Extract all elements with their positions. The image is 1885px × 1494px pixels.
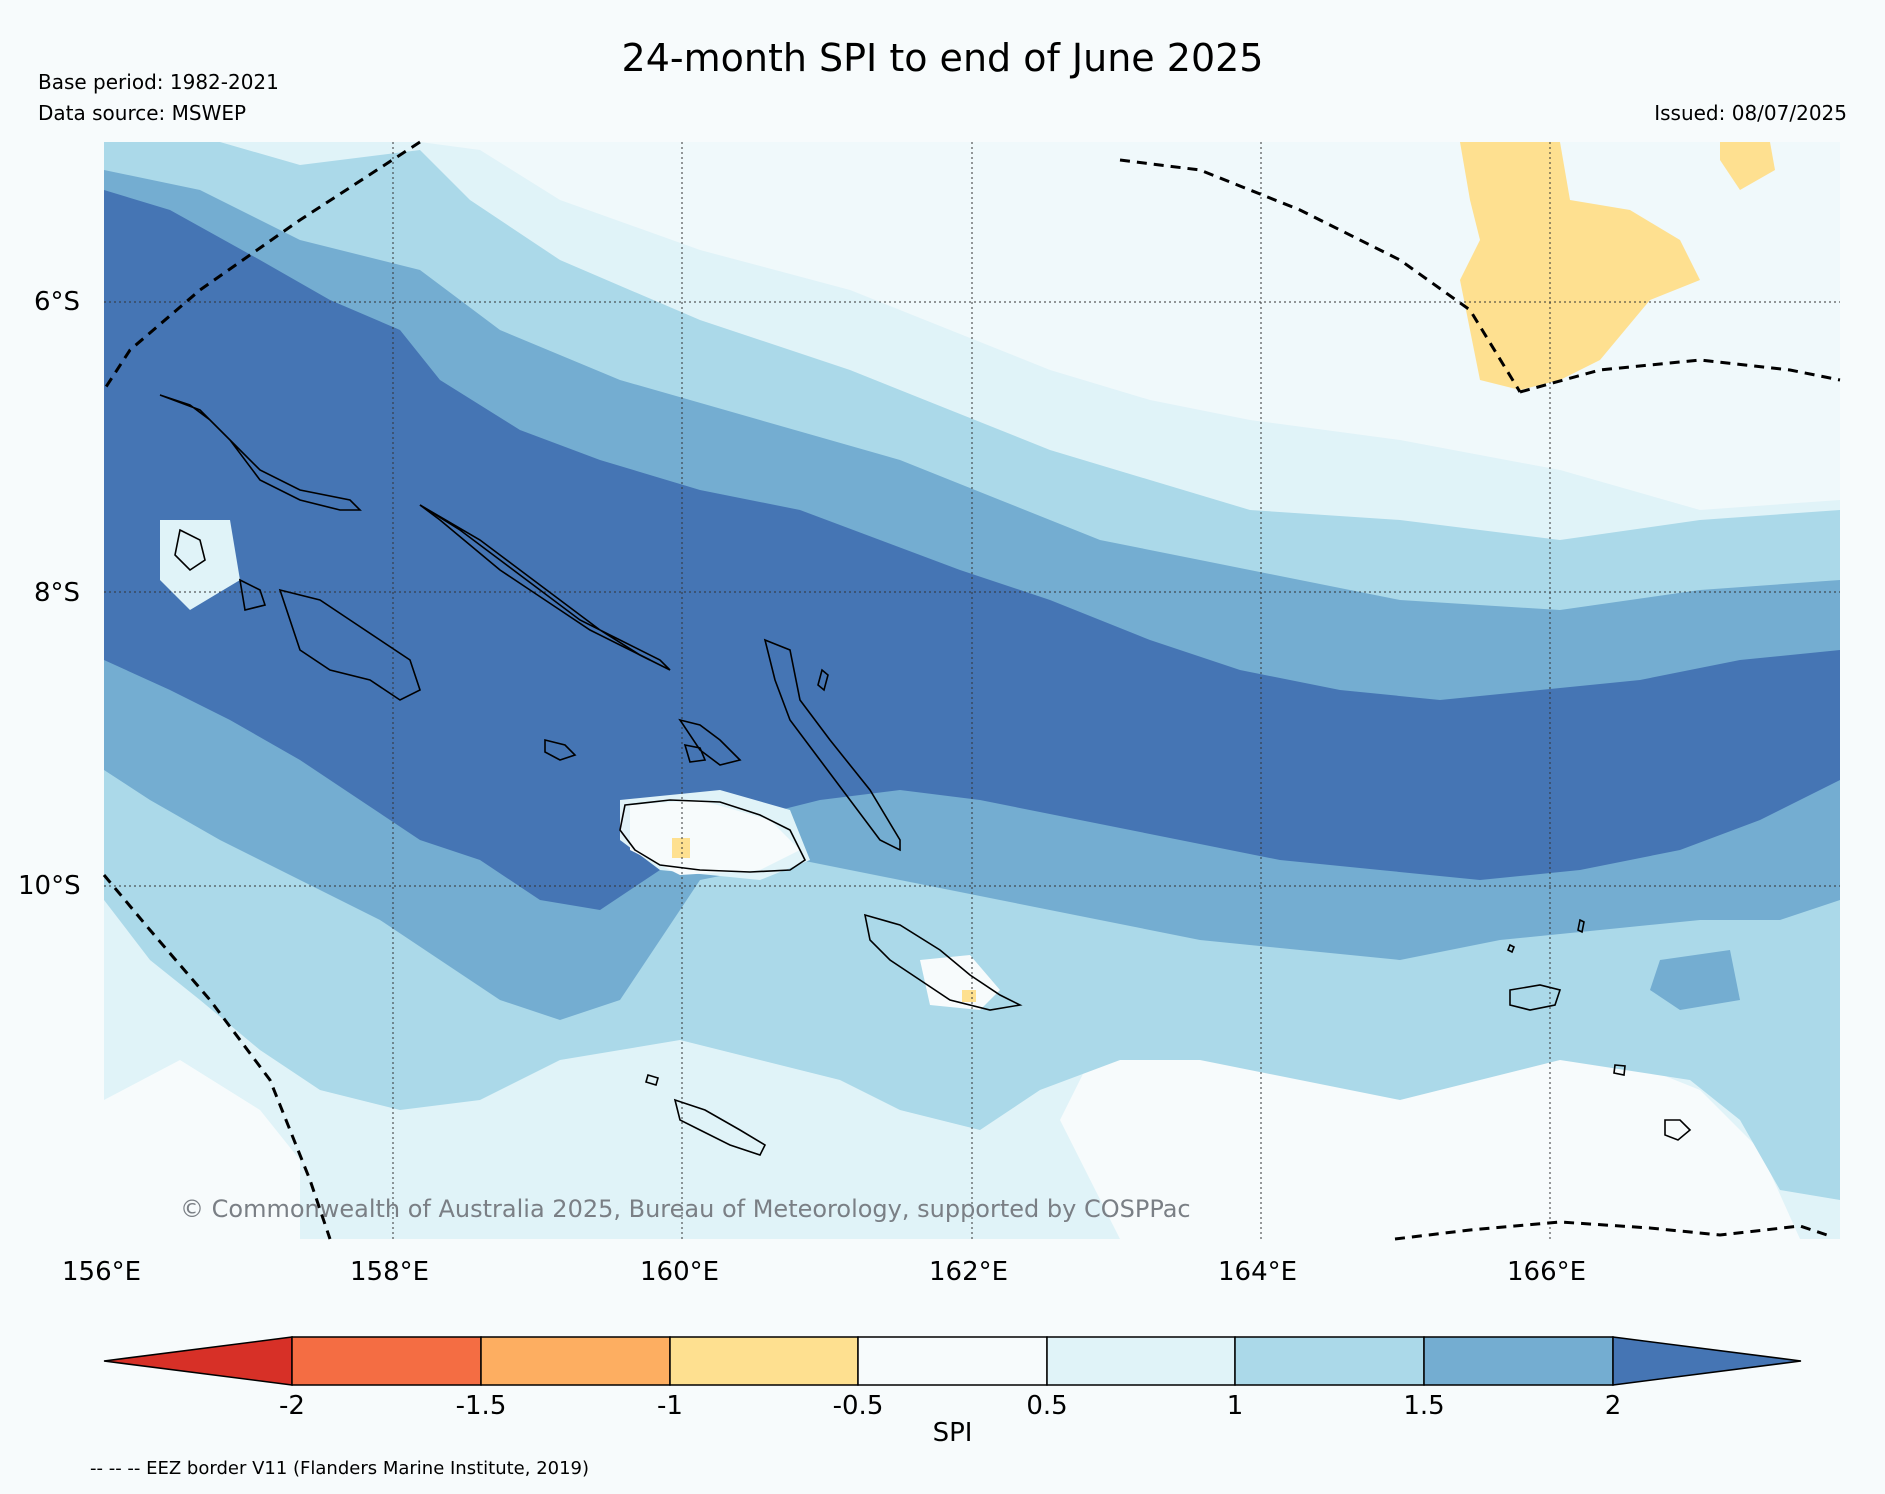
- colorbar: [103, 1336, 1802, 1386]
- eez-borders: [102, 140, 1841, 1241]
- coastline-rennell: [673, 1098, 767, 1156]
- spi-contour-layers: [104, 142, 1840, 1239]
- colorbar-bin-3: [669, 1336, 859, 1386]
- spi-band-lighter-patch-2: [160, 520, 240, 610]
- spi-band-dry-patch-makira: [962, 990, 976, 1002]
- longitude-labels: 156°E 158°E 160°E 162°E 164°E 166°E: [62, 1257, 1586, 1287]
- spi-band-normal-south: [104, 1060, 300, 1239]
- eez-border-southwest: [102, 874, 332, 1240]
- coastline-makira: [863, 913, 1023, 1011]
- coastline-santa-cruz-nendo: [1509, 984, 1562, 1011]
- lon-label-158e: 158°E: [350, 1257, 429, 1287]
- coastline-new-georgia: [278, 588, 421, 701]
- eez-border-east: [1519, 358, 1841, 394]
- lat-label-8s: 8°S: [34, 578, 80, 608]
- cb-tick-4: 0.5: [1026, 1391, 1067, 1421]
- eez-border-northeast: [1119, 158, 1522, 393]
- colorbar-bin-6: [1234, 1336, 1425, 1386]
- lon-label-162e: 162°E: [929, 1257, 1008, 1287]
- cb-tick-1: -1.5: [456, 1391, 507, 1421]
- colorbar-extend-high: [1612, 1336, 1802, 1386]
- coastline-bougainville: [159, 394, 362, 511]
- base-period-label: Base period: 1982-2021: [38, 70, 279, 94]
- cb-tick-6: 1.5: [1403, 1391, 1444, 1421]
- colorbar-bin-1: [291, 1336, 482, 1386]
- lon-label-156e: 156°E: [62, 1257, 141, 1287]
- coastline-isabel: [419, 504, 651, 661]
- eez-border-southeast: [1394, 1220, 1831, 1241]
- spi-band-above-2: [104, 190, 1840, 910]
- colorbar-bin-2: [480, 1336, 671, 1386]
- colorbar-bin-4: [857, 1336, 1048, 1386]
- coastline-russell-islands: [544, 738, 577, 761]
- spi-band-normal-north: [104, 142, 1840, 510]
- spi-band-normal-patch-makira: [920, 955, 1000, 1010]
- coastline-malaita: [763, 638, 901, 852]
- colorbar-bin-5: [1046, 1336, 1236, 1386]
- eez-legend-note: -- -- -- EEZ border V11 (Flanders Marine…: [90, 1458, 590, 1479]
- graticule: [104, 142, 1840, 1239]
- spi-band-dry-patch-northeast: [1720, 142, 1775, 190]
- lat-label-6s: 6°S: [34, 287, 80, 317]
- lon-label-160e: 160°E: [640, 1257, 719, 1287]
- spi-band-dry-patch-guadalcanal: [672, 838, 690, 858]
- map-title: 24-month SPI to end of June 2025: [621, 36, 1264, 80]
- latitude-labels: 6°S 8°S 10°S: [18, 287, 81, 901]
- coastline-vanikoro: [1664, 1119, 1692, 1141]
- spi-band-dry-patch-north: [1460, 142, 1700, 390]
- coastline-bellona: [645, 1074, 659, 1086]
- lat-label-10s: 10°S: [18, 871, 81, 901]
- lon-label-166e: 166°E: [1507, 1257, 1586, 1287]
- coastline-choiseul: [419, 504, 671, 671]
- coastline-sikaiana: [1577, 918, 1585, 934]
- cb-tick-5: 1: [1227, 1391, 1244, 1421]
- cb-tick-0: -2: [279, 1391, 305, 1421]
- colorbar-ticks: -2 -1.5 -1 -0.5 0.5 1 1.5 2: [279, 1391, 1621, 1421]
- coastline-shortlands: [174, 528, 206, 572]
- coastline-ndai: [817, 668, 829, 692]
- colorbar-label: SPI: [932, 1418, 973, 1448]
- lon-label-164e: 164°E: [1218, 1257, 1297, 1287]
- coastline-guadalcanal: [619, 799, 807, 873]
- coastlines: [159, 394, 1692, 1156]
- coastline-ranongga: [238, 578, 267, 611]
- cb-tick-3: -0.5: [833, 1391, 884, 1421]
- colorbar-extend-low: [103, 1336, 293, 1386]
- cb-tick-7: 2: [1605, 1391, 1622, 1421]
- coastline-savo: [683, 743, 707, 763]
- issued-date-label: Issued: 08/07/2025: [1654, 101, 1847, 125]
- cb-tick-2: -1: [657, 1391, 683, 1421]
- coastline-reef-islands: [1506, 943, 1516, 954]
- spi-band-lighter-patch-4: [1650, 950, 1740, 1010]
- colorbar-bin-7: [1423, 1336, 1614, 1386]
- coastline-utupua: [1613, 1064, 1626, 1076]
- data-source-label: Data source: MSWEP: [38, 101, 247, 125]
- copyright-notice: © Commonwealth of Australia 2025, Bureau…: [180, 1195, 1191, 1223]
